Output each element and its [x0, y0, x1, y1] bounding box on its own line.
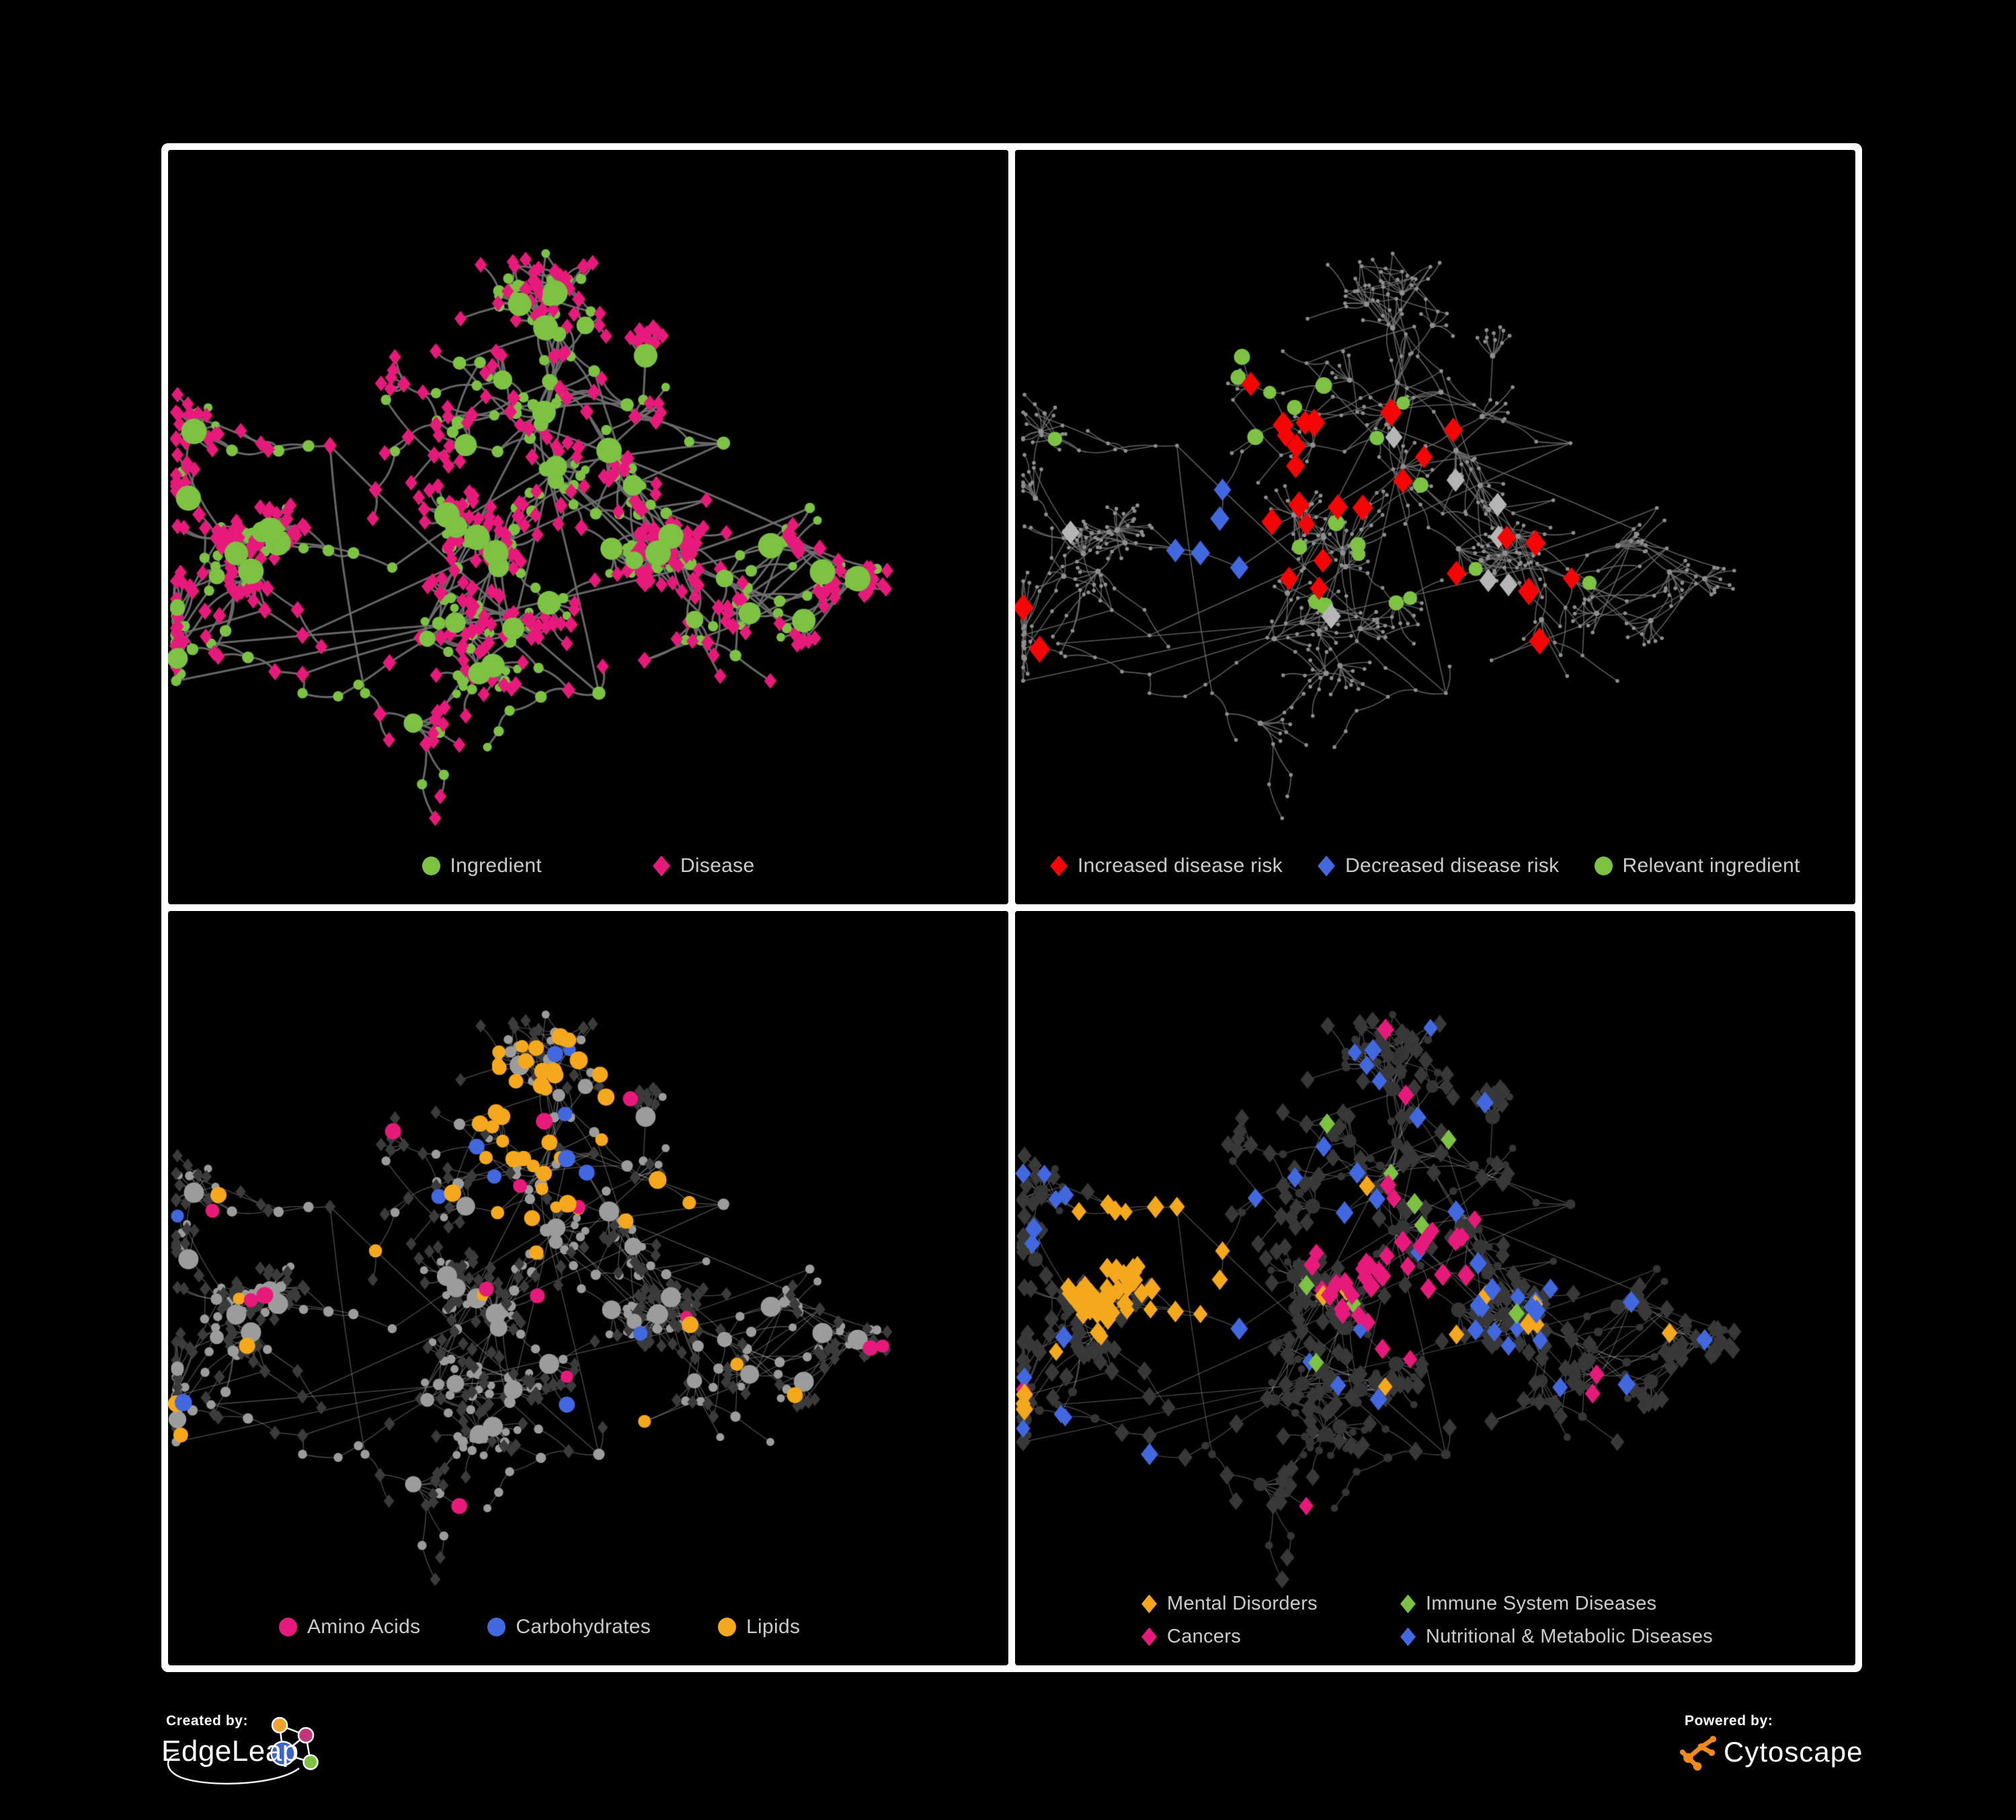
- legend-label: Increased disease risk: [1078, 855, 1283, 877]
- edgeleap-credit: Created by: EdgeLeap: [161, 1713, 356, 1814]
- created-by-label: Created by:: [166, 1713, 249, 1729]
- diamond-swatch: [1400, 1627, 1416, 1647]
- footer: Created by: EdgeLeap Powered by:: [161, 1708, 1862, 1815]
- legend-item-nutritional-metabolic-diseases: Nutritional & Metabolic Diseases: [1400, 1626, 1713, 1648]
- legend-item-immune-system-diseases: Immune System Diseases: [1400, 1593, 1713, 1615]
- legend-label: Lipids: [746, 1616, 801, 1638]
- edgeleap-logo-icon: [167, 1716, 319, 1785]
- legend-label: Carbohydrates: [516, 1616, 651, 1638]
- network-canvas-ingredient-classes: [168, 911, 1008, 1590]
- edgeleap-bubble-green: [303, 1754, 319, 1770]
- network-canvas-ingredient-disease: [168, 150, 1008, 829]
- legend-item-relevant-ingredient: Relevant ingredient: [1594, 855, 1800, 877]
- panel-disease-risk: Increased disease risk Decreased disease …: [1015, 150, 1855, 904]
- network-canvas-disease-risk: [1015, 150, 1855, 829]
- diamond-swatch: [652, 855, 670, 877]
- cytoscape-logo-icon: [1679, 1735, 1717, 1771]
- powered-by-label: Powered by:: [1685, 1713, 1773, 1729]
- legend-label: Immune System Diseases: [1426, 1593, 1657, 1614]
- legend-label: Mental Disorders: [1167, 1593, 1318, 1614]
- edgeleap-swoosh: [167, 1752, 300, 1785]
- legend-item-amino-acids: Amino Acids: [279, 1616, 420, 1638]
- edgeleap-logo-text: EdgeLeap: [161, 1735, 299, 1768]
- edgeleap-bubble-magenta: [297, 1727, 315, 1744]
- circle-swatch: [279, 1618, 297, 1636]
- panel-disease-classes: Mental Disorders Immune System Diseases Ca…: [1015, 911, 1855, 1665]
- network-canvas-disease-classes: [1015, 911, 1855, 1590]
- diamond-swatch: [1050, 855, 1067, 877]
- legend-label: Decreased disease risk: [1345, 855, 1560, 877]
- legend-item-disease: Disease: [652, 855, 755, 877]
- legend-ingredient-classes: Amino Acids Carbohydrates Lipids: [168, 1616, 1008, 1638]
- legend-label: Cancers: [1167, 1626, 1242, 1647]
- legend-item-carbohydrates: Carbohydrates: [487, 1616, 651, 1638]
- legend-item-decreased-disease-risk: Decreased disease risk: [1318, 855, 1559, 877]
- diamond-swatch: [1141, 1627, 1157, 1647]
- cytoscape-credit: Powered by:: [1679, 1713, 1862, 1814]
- legend-label: Nutritional & Metabolic Diseases: [1426, 1626, 1713, 1647]
- legend-label: Amino Acids: [307, 1616, 421, 1638]
- legend-label: Relevant ingredient: [1622, 855, 1800, 877]
- legend-disease-risk: Increased disease risk Decreased disease …: [1015, 855, 1855, 877]
- panel-ingredient-disease: Ingredient Disease: [168, 150, 1008, 904]
- panels-grid: Ingredient Disease Increased disease risk…: [161, 143, 1862, 1672]
- cytoscape-logo-text: Cytoscape: [1724, 1736, 1863, 1768]
- circle-swatch: [1594, 857, 1613, 875]
- legend-disease-classes: Mental Disorders Immune System Diseases Ca…: [1015, 1593, 1855, 1648]
- legend-item-ingredient: Ingredient: [421, 855, 542, 877]
- diamond-swatch: [1318, 855, 1336, 877]
- diamond-swatch: [1141, 1594, 1157, 1614]
- circle-swatch: [421, 857, 440, 875]
- diamond-swatch: [1400, 1594, 1416, 1614]
- legend-label: Ingredient: [450, 855, 542, 877]
- legend-item-mental-disorders: Mental Disorders: [1141, 1593, 1400, 1615]
- circle-swatch: [718, 1618, 737, 1636]
- legend-item-cancers: Cancers: [1141, 1626, 1400, 1648]
- cytoscape-logo-row: Cytoscape: [1679, 1732, 1863, 1772]
- legend-item-lipids: Lipids: [718, 1616, 800, 1638]
- edgeleap-bubble-orange: [271, 1716, 288, 1734]
- panel-ingredient-classes: Amino Acids Carbohydrates Lipids: [168, 911, 1008, 1665]
- legend-ingredient-disease: Ingredient Disease: [168, 855, 1008, 877]
- legend-item-increased-disease-risk: Increased disease risk: [1050, 855, 1283, 877]
- legend-label: Disease: [680, 855, 755, 877]
- circle-swatch: [487, 1618, 506, 1636]
- edgeleap-bubble-blue: [270, 1741, 296, 1766]
- cytoscape-icon-nodes: [1679, 1735, 1717, 1771]
